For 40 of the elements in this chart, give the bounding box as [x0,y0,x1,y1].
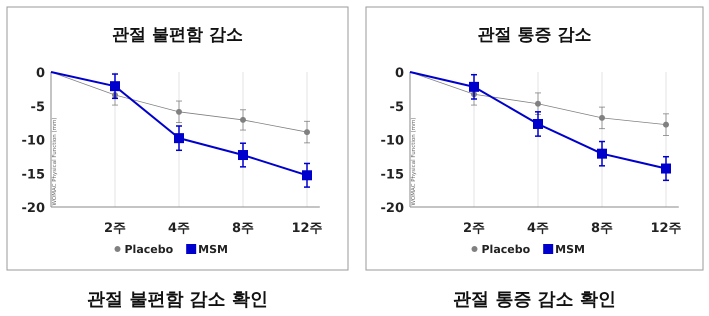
chart-title: 관절 통증 감소 [478,25,592,45]
legend-label: Placebo [482,243,531,256]
y-tick-label: -5 [30,100,45,115]
x-tick-label: 8주 [590,221,614,236]
x-tick-label: 2주 [462,221,486,236]
y-tick-label: -20 [22,201,45,216]
point [238,150,248,160]
point [240,116,246,123]
point [535,100,541,107]
x-tick-label: 12주 [650,221,682,236]
point [304,129,310,136]
point [302,170,312,180]
point [533,118,543,129]
legend-label: MSM [198,243,228,256]
x-tick-label: 4주 [526,221,550,236]
y-tick-label: -5 [390,100,404,115]
point [174,133,184,144]
x-tick-label: 12주 [291,221,323,236]
y-tick-label: -10 [380,134,404,148]
y-tick-label: -15 [380,167,404,182]
y-tick-label: 0 [36,66,45,81]
x-tick-label: 2주 [104,221,126,236]
point [599,114,605,121]
chart-title: 관절 불편함 감소 [112,25,243,45]
text: 관절 불편함 감소 확인 [87,289,268,310]
point [663,122,669,128]
point [661,164,671,174]
x-tick-label: 4주 [168,221,190,236]
x-tick-label: 8주 [232,221,254,236]
point [176,108,182,115]
legend-label: MSM [555,243,585,256]
y-tick-label: 0 [394,66,404,81]
point [469,82,479,92]
y-tick-label: -10 [22,134,45,148]
text: 관절 통증 감소 확인 [453,289,616,310]
y-tick-label: -15 [22,167,45,182]
point [110,81,120,92]
y-tick-label: -20 [380,201,404,216]
legend-label: Placebo [124,243,174,256]
point [597,148,607,159]
